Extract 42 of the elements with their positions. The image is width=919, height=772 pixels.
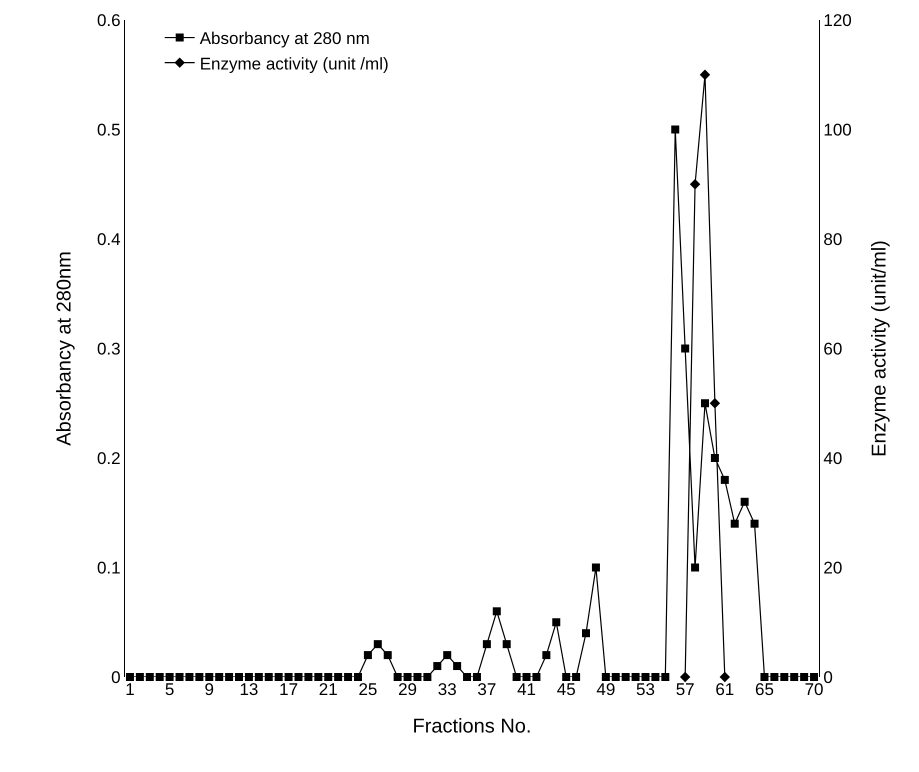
- x-tick-label: 29: [398, 680, 418, 699]
- x-tick-label: 49: [596, 680, 616, 699]
- x-tick-label: 13: [239, 680, 258, 699]
- x-tick-label: 61: [715, 680, 734, 699]
- y-axis-title: Absorbancy at 280nm: [53, 251, 76, 446]
- y-tick-label: 0.3: [96, 339, 121, 358]
- y2-tick-label: 20: [823, 558, 842, 578]
- y-tick-label: 0.4: [96, 230, 121, 249]
- y2-tick-label: 60: [823, 339, 842, 358]
- point: [720, 672, 730, 682]
- x-tick-label: 53: [636, 680, 655, 699]
- y2-tick-label: 0: [823, 668, 833, 687]
- point: [680, 672, 690, 682]
- y-tick-label: 0: [111, 668, 121, 687]
- y2-axis-title: Enzyme activity (unit/ml): [868, 240, 890, 457]
- legend-label: Enzyme activity (unit /ml): [200, 54, 389, 74]
- x-tick-label: 65: [755, 680, 774, 699]
- y2-tick-label: 100: [823, 120, 852, 140]
- y2-tick-label: 120: [823, 10, 852, 30]
- x-tick-label: 57: [676, 680, 695, 699]
- x-tick-label: 25: [358, 680, 378, 699]
- y2-tick-label: 80: [823, 230, 842, 249]
- y-tick-label: 0.1: [96, 558, 121, 578]
- x-tick-label: 9: [204, 680, 214, 699]
- y-tick-label: 0.5: [96, 120, 121, 140]
- y2-tick-label: 40: [823, 448, 842, 468]
- x-tick-label: 45: [556, 680, 576, 699]
- x-tick-label: 1: [125, 680, 135, 699]
- y-tick-label: 0.6: [96, 10, 121, 30]
- legend-label: Absorbancy at 280 nm: [200, 29, 370, 48]
- y-tick-label: 0.2: [96, 448, 121, 468]
- point: [710, 398, 720, 408]
- x-tick-label: 5: [164, 680, 174, 699]
- x-tick-label: 37: [477, 680, 496, 699]
- x-tick-label: 41: [517, 680, 536, 699]
- x-tick-label: 21: [318, 680, 338, 699]
- x-axis-title: Fractions No.: [412, 716, 532, 738]
- x-tick-label: 70: [804, 680, 824, 699]
- x-tick-label: 17: [279, 680, 298, 699]
- point: [690, 179, 700, 190]
- x-tick-label: 33: [438, 680, 457, 699]
- point: [700, 70, 710, 80]
